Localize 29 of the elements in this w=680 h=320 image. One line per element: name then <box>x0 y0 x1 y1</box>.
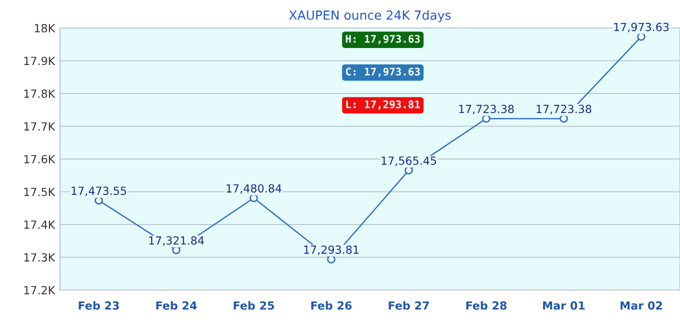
x-tick-label: Feb 23 <box>78 301 119 310</box>
x-tick-label: Feb 26 <box>311 301 352 310</box>
annotation: H: 17,973.63 <box>346 34 420 44</box>
data-label: 17,293.81 <box>304 245 358 255</box>
y-tick-label: 17.8K <box>24 89 56 98</box>
data-label: 17,321.84 <box>149 236 204 246</box>
y-tick-label: 17.9K <box>24 56 56 66</box>
chart-title: XAUPEN ounce 24K 7days <box>289 10 451 22</box>
data-label: 17,723.38 <box>459 104 514 114</box>
annotation: C: 17,973.63 <box>346 68 420 77</box>
data-label: 17,973.63 <box>614 22 669 32</box>
x-tick-label: Feb 25 <box>234 301 274 310</box>
y-tick-label: 18K <box>34 24 56 32</box>
y-tick-label: 17.7K <box>24 122 56 130</box>
x-tick-label: Feb 28 <box>466 301 507 310</box>
data-label: 17,480.84 <box>226 184 282 194</box>
y-tick-label: 17.3K <box>24 253 56 262</box>
y-tick-label: 17.4K <box>24 220 56 229</box>
data-label: 17,565.45 <box>382 156 436 166</box>
data-label: 17,473.55 <box>72 186 126 196</box>
annotation: L: 17,293.81 <box>346 100 420 110</box>
data-label: 17,723.38 <box>536 104 592 114</box>
x-tick-label: Feb 24 <box>156 301 197 310</box>
x-tick-label: Mar 01 <box>543 301 585 310</box>
y-tick-label: 17.2K <box>24 286 56 294</box>
x-tick-label: Feb 27 <box>388 301 429 310</box>
x-tick-label: Mar 02 <box>620 301 662 310</box>
y-tick-label: 17.5K <box>24 188 56 196</box>
y-tick-label: 17.6K <box>24 154 56 164</box>
